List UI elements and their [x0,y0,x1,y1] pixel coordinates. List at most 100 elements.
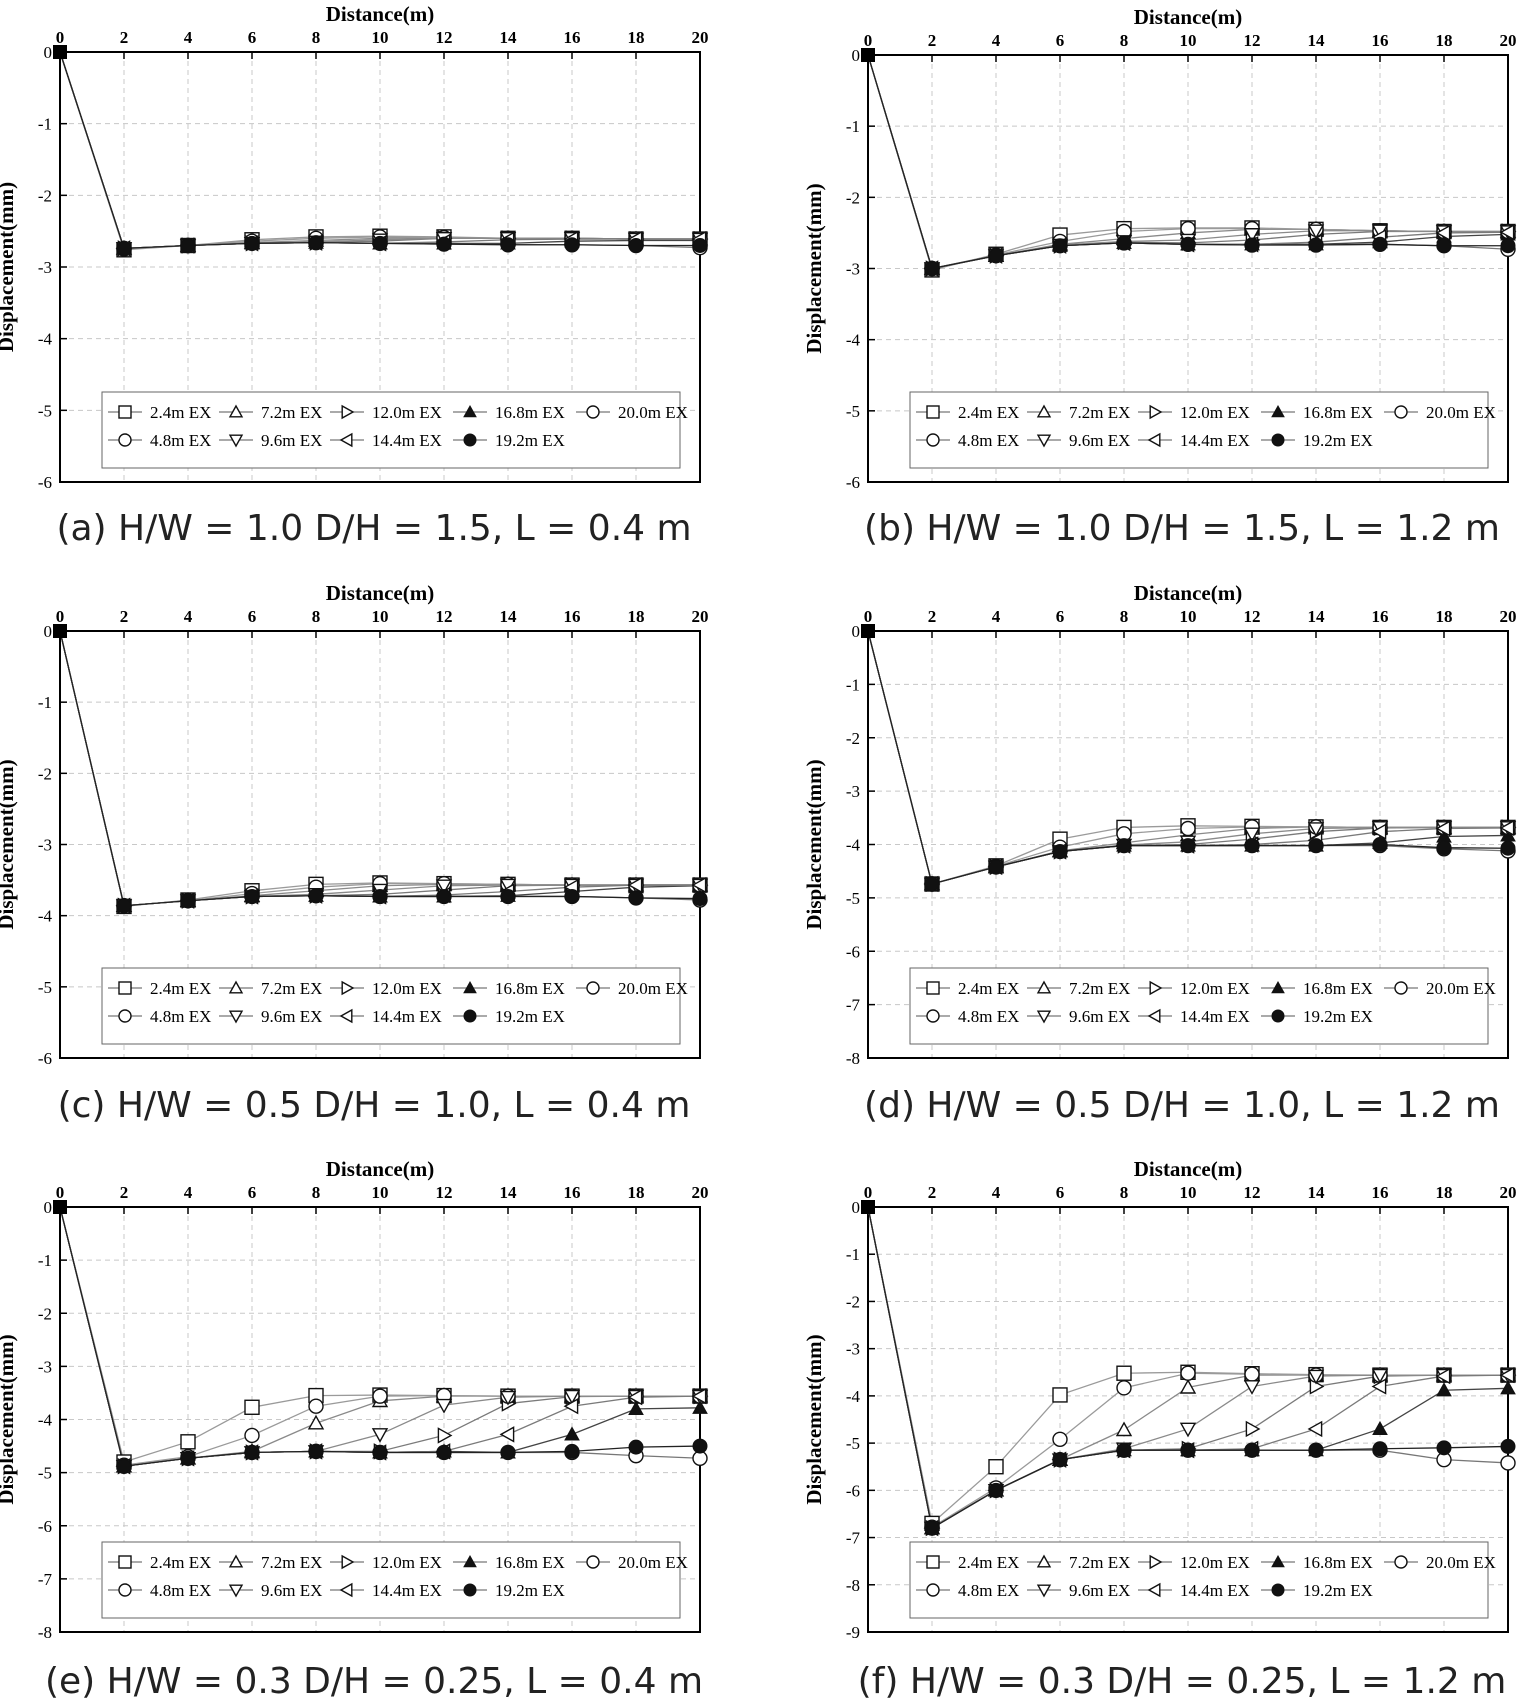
y-tick-label: 0 [852,622,861,641]
y-tick-label: -1 [846,117,860,136]
legend-marker [1149,1554,1163,1570]
legend-label: 12.0m EX [372,1553,442,1572]
chart-panel-1: 0 2 4 6 8 10 12 14 16 18 20 0 -1 -2 -3 -4 -5 -6 Distance(m… [0,2,709,549]
legend-marker [463,1009,477,1023]
y-tick-label: -4 [846,331,861,350]
x-tick-label: 6 [1056,607,1065,626]
data-point [628,890,644,906]
legend-box [101,967,681,1045]
legend-marker [926,1555,940,1569]
origin-point [53,1200,67,1214]
legend-marker [1271,1554,1285,1568]
legend-item: 12.0m EX [1138,979,1250,998]
x-tick-label: 18 [1436,607,1453,626]
legend-label: 7.2m EX [261,979,322,998]
legend-label: 20.0m EX [1426,1553,1496,1572]
legend-marker [1149,980,1163,996]
data-point [564,1426,580,1441]
legend-label: 14.4m EX [1180,431,1250,450]
legend-marker [1394,1555,1408,1569]
data-point [308,888,324,904]
legend-marker [1147,432,1161,448]
legend-item: 9.6m EX [1027,431,1130,450]
legend-label: 4.8m EX [958,1007,1019,1026]
legend-label: 20.0m EX [618,403,688,422]
legend-label: 20.0m EX [618,979,688,998]
data-point [244,888,260,904]
data-point [1245,1420,1261,1438]
data-point [692,1399,708,1414]
legend-marker [341,980,355,996]
legend-item: 14.4m EX [1138,431,1250,450]
legend-item: 9.6m EX [219,431,322,450]
x-axis-title: Distance(m) [326,2,434,26]
legend-item: 16.8m EX [453,1553,565,1572]
legend: 2.4m EX 7.2m EX 12.0m EX 16.8m EX 20.0m EX 4.… [909,1541,1496,1619]
legend-item: 14.4m EX [330,431,442,450]
x-tick-label: 2 [120,607,129,626]
legend-label: 4.8m EX [958,1581,1019,1600]
legend-marker [228,434,244,448]
data-point [1308,838,1324,854]
legend-label: 19.2m EX [1303,1007,1373,1026]
data-point [1371,1378,1387,1395]
y-tick-label: 0 [852,46,861,65]
x-tick-label: 2 [120,28,129,47]
legend-label: 16.8m EX [1303,979,1373,998]
legend-marker [1036,404,1052,418]
legend-item: 19.2m EX [1261,431,1373,450]
legend-box [909,391,1489,469]
legend-label: 7.2m EX [1069,403,1130,422]
data-point [372,1444,388,1460]
y-tick-label: -4 [38,907,53,926]
data-point [372,235,388,251]
legend-item: 12.0m EX [1138,1553,1250,1572]
legend-label: 14.4m EX [1180,1007,1250,1026]
x-tick-label: 8 [312,607,321,626]
data-point [691,1387,707,1405]
x-tick-label: 8 [1120,607,1129,626]
chart-panel-3: 0 2 4 6 8 10 12 14 16 18 20 0 -1 -2 -3 -4 -5 -6 Distance(m… [0,581,709,1126]
x-tick-label: 0 [864,1183,873,1202]
legend-marker [118,433,132,447]
series-group [59,51,709,258]
data-point [1116,1442,1132,1458]
legend-item: 16.8m EX [1261,403,1373,422]
panel-caption: (d) H/W = 0.5 D/H = 1.0, L = 1.2 m [864,1085,1500,1126]
data-point [435,1398,453,1414]
data-point [1180,220,1196,237]
legend-item: 20.0m EX [576,979,688,998]
data-point [1116,235,1132,251]
legend-item: 2.4m EX [108,979,211,998]
y-tick-label: -6 [38,473,52,492]
data-point [1500,1455,1516,1471]
series-group [59,630,709,915]
legend-label: 2.4m EX [958,1553,1019,1572]
y-tick-label: -7 [846,1529,861,1548]
data-point [924,261,940,276]
data-point [988,248,1004,264]
legend-item: 16.8m EX [1261,1553,1373,1572]
y-tick-label: -6 [38,1049,52,1068]
x-tick-label: 10 [1180,607,1197,626]
legend-marker [586,981,600,995]
data-point [628,1400,644,1415]
data-point [988,1459,1004,1475]
x-tick-label: 18 [628,28,645,47]
data-point [499,1390,517,1406]
data-point [1308,1442,1324,1458]
x-tick-label: 14 [1308,1183,1326,1202]
x-tick-label: 18 [1436,1183,1453,1202]
x-tick-label: 20 [692,607,709,626]
series-group [59,1206,709,1475]
data-point [1499,819,1515,837]
legend-marker [339,432,353,448]
x-tick-label: 4 [992,1183,1001,1202]
legend-box [101,391,681,469]
legend-label: 7.2m EX [261,403,322,422]
data-point [1052,1431,1068,1448]
x-tick-label: 10 [1180,31,1197,50]
legend-label: 4.8m EX [958,431,1019,450]
x-tick-label: 6 [248,28,257,47]
legend-item: 7.2m EX [1027,1553,1130,1572]
